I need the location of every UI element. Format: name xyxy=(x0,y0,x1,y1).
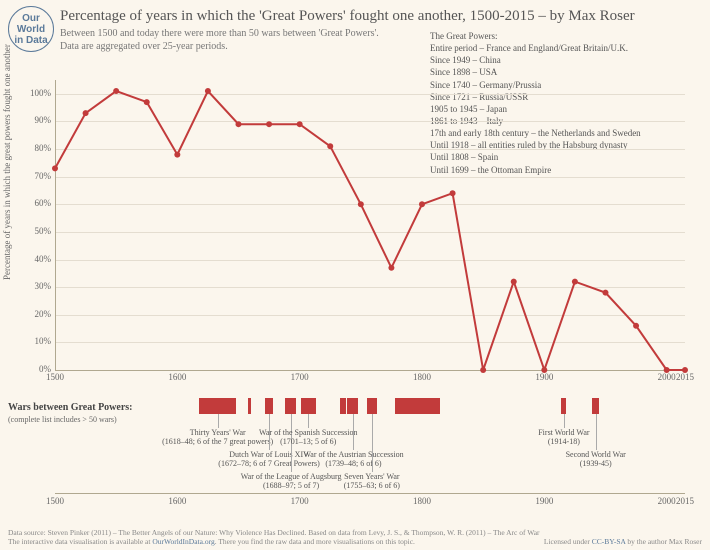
war-annotation: War of the League of Augsburg(1688–97; 5… xyxy=(241,472,342,490)
legend-line: Entire period – France and England/Great… xyxy=(430,42,641,54)
war-block xyxy=(285,398,296,414)
data-point xyxy=(633,323,639,329)
wars-sublabel: (complete list includes > 50 wars) xyxy=(8,415,117,424)
war-block xyxy=(340,398,346,414)
war-annotation: Seven Years' War(1755–63; 6 of 6) xyxy=(344,472,400,490)
war-block xyxy=(395,398,440,414)
data-point xyxy=(297,121,303,127)
war-annotation: Second World War(1939-45) xyxy=(566,450,626,468)
series-line xyxy=(55,91,685,370)
owid-link[interactable]: OurWorldInData.org xyxy=(152,537,214,546)
war-block xyxy=(561,398,566,414)
data-point xyxy=(682,367,688,373)
footer: Data source: Steven Pinker (2011) – The … xyxy=(8,528,702,546)
war-block xyxy=(199,398,236,414)
war-block xyxy=(301,398,316,414)
data-point xyxy=(327,143,333,149)
data-point xyxy=(205,88,211,94)
footer-source: Data source: Steven Pinker (2011) – The … xyxy=(8,528,540,537)
data-point xyxy=(52,165,58,171)
data-point xyxy=(511,279,517,285)
data-point xyxy=(113,88,119,94)
data-point xyxy=(266,121,272,127)
war-block xyxy=(367,398,377,414)
data-point xyxy=(450,190,456,196)
war-block xyxy=(347,398,358,414)
license-link[interactable]: CC-BY-SA xyxy=(592,537,626,546)
war-annotation: War of the Spanish Succession(1701–13; 5… xyxy=(259,428,357,446)
data-point xyxy=(572,279,578,285)
war-annotation: First World War(1914-18) xyxy=(538,428,589,446)
xtick-wars: 1900 xyxy=(535,496,553,506)
data-point xyxy=(83,110,89,116)
xtick-wars: 1800 xyxy=(413,496,431,506)
data-point xyxy=(174,152,180,158)
data-point xyxy=(419,201,425,207)
line-chart: Percentage of years in which the great p… xyxy=(0,60,710,380)
war-annotation: Thirty Years' War(1618–48; 6 of the 7 gr… xyxy=(162,428,273,446)
data-point xyxy=(541,367,547,373)
war-annotation: War of the Austrian Succession(1739–48; … xyxy=(303,450,403,468)
data-point xyxy=(388,265,394,271)
legend-head: The Great Powers: xyxy=(430,30,641,42)
xtick-wars: 1500 xyxy=(46,496,64,506)
chart-title: Percentage of years in which the 'Great … xyxy=(60,8,700,25)
xtick-wars: 2000 xyxy=(658,496,676,506)
data-point xyxy=(144,99,150,105)
xtick-wars: 1600 xyxy=(168,496,186,506)
data-point xyxy=(358,201,364,207)
data-point xyxy=(602,290,608,296)
xtick-wars: 2015 xyxy=(676,496,694,506)
war-block xyxy=(592,398,599,414)
war-block xyxy=(248,398,250,414)
war-block xyxy=(265,398,272,414)
data-point xyxy=(480,367,486,373)
owid-logo: Our Worldin Data xyxy=(8,6,54,52)
data-point xyxy=(235,121,241,127)
data-point xyxy=(664,367,670,373)
xtick-wars: 1700 xyxy=(291,496,309,506)
wars-label: Wars between Great Powers: xyxy=(8,402,133,413)
